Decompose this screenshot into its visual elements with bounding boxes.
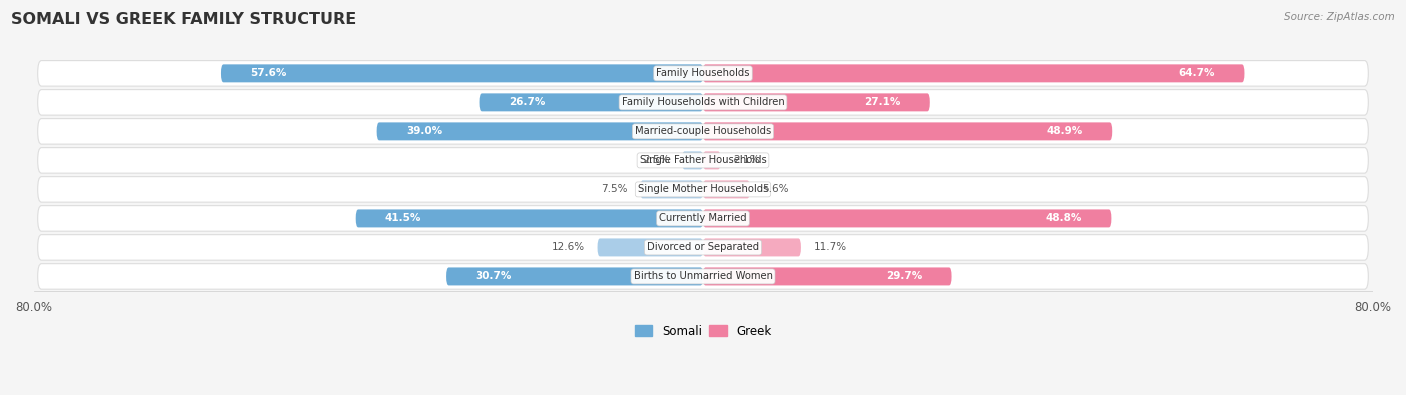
- FancyBboxPatch shape: [38, 60, 1368, 86]
- Text: Births to Unmarried Women: Births to Unmarried Women: [634, 271, 772, 281]
- Text: Family Households: Family Households: [657, 68, 749, 78]
- FancyBboxPatch shape: [356, 209, 703, 228]
- FancyBboxPatch shape: [703, 151, 720, 169]
- FancyBboxPatch shape: [598, 239, 703, 256]
- Text: Family Households with Children: Family Households with Children: [621, 98, 785, 107]
- FancyBboxPatch shape: [38, 235, 1368, 260]
- FancyBboxPatch shape: [703, 181, 749, 198]
- FancyBboxPatch shape: [38, 177, 1368, 202]
- Text: 2.5%: 2.5%: [643, 155, 669, 166]
- FancyBboxPatch shape: [38, 118, 1368, 144]
- Text: 11.7%: 11.7%: [814, 243, 846, 252]
- FancyBboxPatch shape: [38, 148, 1368, 173]
- Text: Single Father Households: Single Father Households: [640, 155, 766, 166]
- FancyBboxPatch shape: [703, 239, 801, 256]
- FancyBboxPatch shape: [221, 64, 703, 82]
- Text: Divorced or Separated: Divorced or Separated: [647, 243, 759, 252]
- FancyBboxPatch shape: [682, 151, 703, 169]
- Text: SOMALI VS GREEK FAMILY STRUCTURE: SOMALI VS GREEK FAMILY STRUCTURE: [11, 12, 357, 27]
- FancyBboxPatch shape: [479, 93, 703, 111]
- FancyBboxPatch shape: [703, 209, 1111, 228]
- FancyBboxPatch shape: [640, 181, 703, 198]
- FancyBboxPatch shape: [38, 206, 1368, 231]
- FancyBboxPatch shape: [377, 122, 703, 140]
- FancyBboxPatch shape: [38, 90, 1368, 115]
- Text: 64.7%: 64.7%: [1178, 68, 1215, 78]
- FancyBboxPatch shape: [703, 93, 929, 111]
- Text: 39.0%: 39.0%: [406, 126, 441, 136]
- Text: Single Mother Households: Single Mother Households: [638, 184, 768, 194]
- Text: 12.6%: 12.6%: [553, 243, 585, 252]
- Text: 5.6%: 5.6%: [762, 184, 789, 194]
- Text: 29.7%: 29.7%: [886, 271, 922, 281]
- Text: 57.6%: 57.6%: [250, 68, 287, 78]
- FancyBboxPatch shape: [703, 122, 1112, 140]
- FancyBboxPatch shape: [703, 64, 1244, 82]
- Text: Married-couple Households: Married-couple Households: [636, 126, 770, 136]
- Text: 48.9%: 48.9%: [1046, 126, 1083, 136]
- Text: 41.5%: 41.5%: [385, 213, 422, 224]
- Text: Source: ZipAtlas.com: Source: ZipAtlas.com: [1284, 12, 1395, 22]
- FancyBboxPatch shape: [38, 264, 1368, 289]
- Text: 27.1%: 27.1%: [865, 98, 900, 107]
- FancyBboxPatch shape: [446, 267, 703, 286]
- Text: 30.7%: 30.7%: [475, 271, 512, 281]
- Text: Currently Married: Currently Married: [659, 213, 747, 224]
- Text: 2.1%: 2.1%: [733, 155, 759, 166]
- Text: 48.8%: 48.8%: [1046, 213, 1083, 224]
- Legend: Somali, Greek: Somali, Greek: [630, 320, 776, 342]
- FancyBboxPatch shape: [703, 267, 952, 286]
- Text: 7.5%: 7.5%: [602, 184, 627, 194]
- Text: 26.7%: 26.7%: [509, 98, 546, 107]
